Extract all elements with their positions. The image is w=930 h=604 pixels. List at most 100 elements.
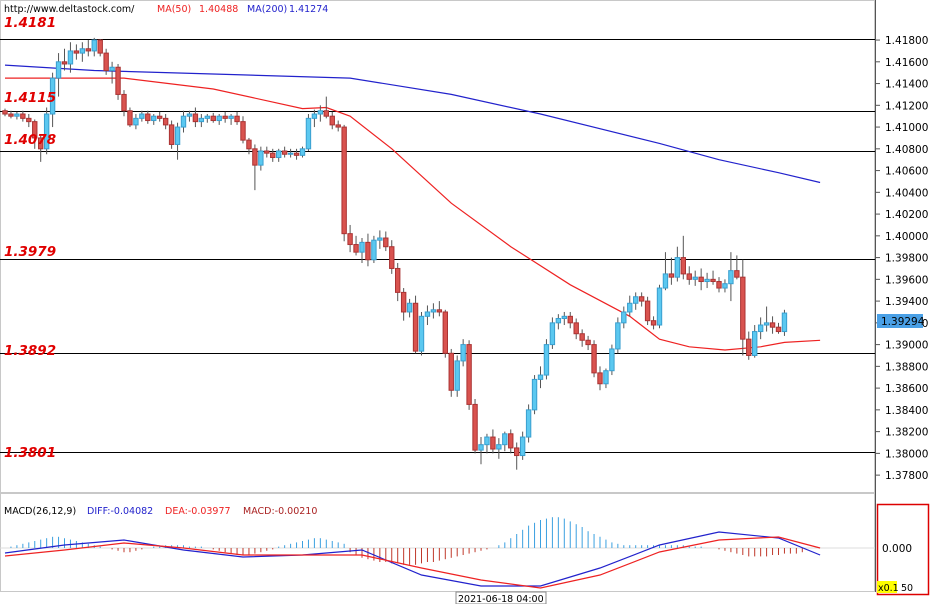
candle bbox=[20, 110, 26, 122]
candle-body bbox=[317, 110, 324, 115]
candle-body bbox=[151, 115, 157, 122]
candle bbox=[14, 111, 20, 120]
candle-body bbox=[186, 113, 193, 117]
candle-body bbox=[668, 273, 675, 278]
candle bbox=[127, 107, 133, 128]
price-tick-label: 1.41600 bbox=[885, 57, 928, 69]
candle bbox=[198, 114, 205, 128]
candle bbox=[430, 303, 437, 319]
macd-dea-line bbox=[4, 536, 821, 589]
macd-indicator bbox=[0, 517, 875, 589]
candle-body bbox=[460, 344, 466, 362]
candle-body bbox=[638, 296, 645, 302]
candle-body bbox=[252, 148, 258, 166]
candle bbox=[769, 316, 776, 334]
candle-body bbox=[698, 276, 704, 283]
time-label-box bbox=[455, 591, 547, 604]
price-tick-label: 1.40200 bbox=[885, 209, 928, 221]
candle bbox=[383, 231, 389, 252]
candle bbox=[460, 339, 466, 367]
candle-body bbox=[775, 326, 782, 333]
candle-body bbox=[168, 124, 175, 145]
candle-body bbox=[650, 320, 657, 326]
candle bbox=[210, 112, 216, 123]
candle bbox=[293, 148, 300, 160]
candle-body bbox=[61, 61, 68, 65]
candle-body bbox=[139, 113, 145, 119]
price-ticks: 1.41800 1.41600 1.41400 1.41200 1.41000 1.408… bbox=[875, 35, 928, 482]
macd-panel-frame bbox=[0, 493, 875, 592]
candle bbox=[359, 238, 365, 264]
price-tick-label: 1.38400 bbox=[885, 405, 928, 417]
candle bbox=[139, 110, 145, 122]
candle-body bbox=[353, 244, 359, 253]
macd-diff: DIFF:-0.04082 bbox=[87, 506, 153, 517]
candle bbox=[341, 124, 347, 242]
candle-body bbox=[746, 338, 752, 356]
level-label-5: 1.3892 bbox=[4, 343, 56, 359]
moving-averages bbox=[4, 64, 821, 351]
candle bbox=[466, 340, 472, 410]
candle-body bbox=[686, 273, 692, 280]
candle-body bbox=[561, 315, 567, 319]
candle-body bbox=[97, 39, 103, 54]
candle-body bbox=[293, 152, 300, 156]
candle bbox=[472, 398, 478, 454]
candle-body bbox=[127, 110, 133, 126]
candle-body bbox=[656, 287, 663, 326]
candle-body bbox=[633, 296, 639, 304]
candle-body bbox=[216, 115, 222, 122]
price-tick-label: 1.40800 bbox=[885, 144, 928, 156]
candle-body bbox=[234, 115, 240, 123]
candle-body bbox=[287, 152, 294, 155]
candle bbox=[781, 309, 788, 336]
price-tick-label: 1.40400 bbox=[885, 187, 928, 199]
candle bbox=[85, 40, 91, 57]
candle-body bbox=[335, 124, 341, 128]
current-price: 1.39294 bbox=[881, 316, 925, 328]
candle bbox=[728, 252, 734, 302]
candle bbox=[174, 122, 181, 160]
candle bbox=[710, 270, 716, 285]
candle-body bbox=[442, 311, 449, 354]
candle-body bbox=[519, 436, 526, 457]
macd-diff-line bbox=[4, 531, 821, 587]
price-tick-label: 1.40000 bbox=[885, 231, 928, 243]
candle bbox=[264, 146, 270, 158]
candle-body bbox=[609, 348, 615, 372]
candle bbox=[281, 146, 288, 158]
candle-body bbox=[716, 281, 722, 289]
candle-body bbox=[680, 257, 686, 275]
candle-body bbox=[710, 278, 716, 283]
candle bbox=[157, 111, 163, 122]
candle bbox=[353, 235, 359, 256]
source-url[interactable]: http://www.deltastock.com/ bbox=[4, 4, 135, 15]
candle bbox=[514, 442, 520, 470]
candle-body bbox=[448, 352, 454, 391]
candle-body bbox=[466, 344, 472, 405]
candle bbox=[55, 53, 62, 97]
candle-body bbox=[537, 374, 544, 380]
candle-body bbox=[198, 117, 205, 123]
candle bbox=[186, 110, 193, 122]
candle-body bbox=[478, 444, 484, 451]
current-price-box bbox=[877, 314, 923, 328]
candle bbox=[67, 42, 74, 73]
candle bbox=[252, 144, 258, 191]
candle bbox=[371, 235, 377, 264]
candle bbox=[621, 306, 627, 329]
candle bbox=[91, 37, 97, 57]
ma50-value: 1.40488 bbox=[199, 4, 238, 15]
price-tick-label: 1.41800 bbox=[885, 35, 928, 47]
candle-body bbox=[228, 115, 234, 119]
candle bbox=[757, 317, 764, 340]
candle bbox=[97, 38, 103, 57]
candle-body bbox=[603, 370, 609, 385]
candle-body bbox=[740, 276, 746, 340]
candle bbox=[192, 107, 199, 128]
candle bbox=[32, 119, 38, 149]
candle-body bbox=[32, 121, 38, 139]
price-tick-label: 1.41200 bbox=[885, 100, 928, 112]
candle-body bbox=[567, 315, 573, 324]
candle bbox=[662, 252, 669, 291]
